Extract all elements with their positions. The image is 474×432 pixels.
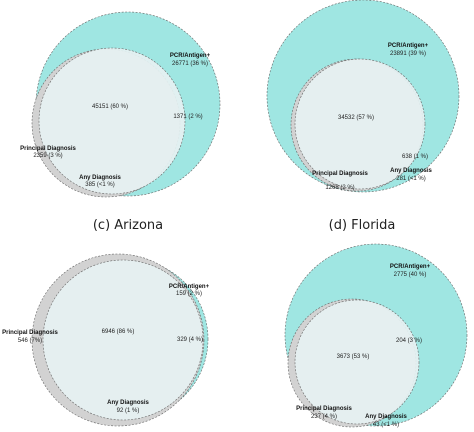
any-diagnosis-label: Any Diagnosis <box>107 400 149 406</box>
any-diagnosis-circle <box>38 47 186 195</box>
pcr-value: 159 (2 %) <box>176 291 202 297</box>
principal-value: 2359 (3 %) <box>33 153 62 159</box>
any-diagnosis-label: Any Diagnosis <box>79 175 121 181</box>
principal-value: 1268 (2 %) <box>325 185 354 191</box>
any-diagnosis-circle <box>294 299 420 425</box>
principal-label: Principal Diagnosis <box>20 146 76 152</box>
pcr-label: PCR/Antigen+ <box>170 53 211 59</box>
venn-panel-1: PCR/Antigen+ 26771 (36 %) 45151 (60 %) 1… <box>20 11 221 198</box>
pcr-any-value: 1371 (2 %) <box>173 114 202 120</box>
any-diagnosis-circle <box>294 58 426 190</box>
pcr-label: PCR/Antigen+ <box>169 284 210 290</box>
pcr-any-value: 638 (1 %) <box>402 154 428 160</box>
pcr-label: PCR/Antigen+ <box>388 43 429 49</box>
any-diagnosis-label: Any Diagnosis <box>390 168 432 174</box>
overlap-value: 6946 (86 %) <box>102 329 135 335</box>
any-diagnosis-value: 281 (<1 %) <box>396 176 426 182</box>
principal-label: Principal Diagnosis <box>2 330 58 336</box>
pcr-any-value: 329 (4 %) <box>177 337 203 343</box>
venn-panel-4: PCR/Antigen+ 2775 (40 %) 3673 (53 %) 204… <box>284 243 468 428</box>
principal-value: 237 (4 %) <box>311 414 337 420</box>
overlap-value: 34532 (57 %) <box>338 115 374 121</box>
venn-panel-3: PCR/Antigen+ 159 (2 %) 6946 (86 %) 329 (… <box>2 253 210 427</box>
any-diagnosis-label: Any Diagnosis <box>365 414 407 420</box>
any-diagnosis-value: 92 (1 %) <box>117 408 140 414</box>
principal-label: Principal Diagnosis <box>296 406 352 412</box>
overlap-value: 3673 (53 %) <box>337 354 370 360</box>
pcr-label: PCR/Antigen+ <box>390 264 431 270</box>
principal-value: 546 (7%) <box>18 338 42 344</box>
any-diagnosis-value: 43 (<1 %) <box>373 422 399 428</box>
pcr-value: 23891 (39 %) <box>390 51 426 57</box>
venn-panel-2: PCR/Antigen+ 23891 (39 %) 34532 (57 %) 6… <box>266 0 460 193</box>
pcr-value: 26771 (36 %) <box>172 61 208 67</box>
any-diagnosis-circle <box>42 259 204 421</box>
caption-arizona: (c) Arizona <box>93 218 163 233</box>
pcr-any-value: 204 (3 %) <box>396 338 422 344</box>
overlap-value: 45151 (60 %) <box>92 104 128 110</box>
pcr-value: 2775 (40 %) <box>394 272 427 278</box>
principal-label: Principal Diagnosis <box>312 171 368 177</box>
any-diagnosis-value: 385 (<1 %) <box>85 182 115 188</box>
caption-florida: (d) Florida <box>329 218 396 233</box>
